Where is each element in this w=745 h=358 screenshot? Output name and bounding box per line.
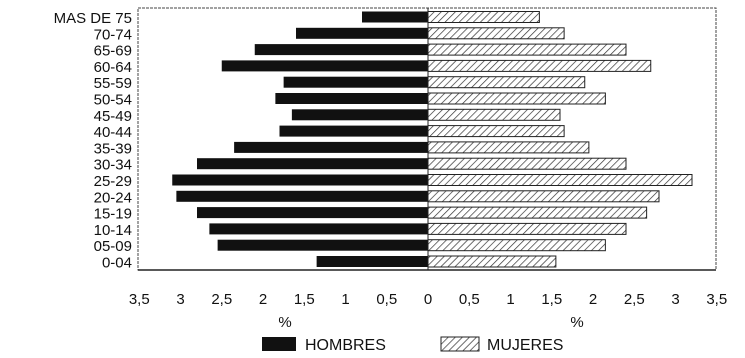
x-tick-label-right: 1,5	[541, 291, 562, 308]
legend: HOMBRES MUJERES	[262, 336, 563, 354]
hombres-bar-45-49	[291, 109, 428, 121]
mujeres-bar-mas-de-75	[427, 11, 540, 23]
x-tick-label-left: 1	[341, 291, 349, 308]
x-tick-label-left: 1,5	[294, 291, 315, 308]
category-label: 35-39	[94, 140, 132, 157]
legend-swatch-mujeres	[440, 336, 480, 352]
hombres-bar-50-54	[275, 93, 428, 104]
x-tick-label-left: 2	[259, 291, 267, 308]
category-label: 50-54	[94, 92, 132, 109]
hombres-bar-20-24	[176, 190, 428, 202]
mujeres-bar-05-09	[427, 239, 606, 252]
hombres-bars	[172, 11, 428, 267]
category-label: 15-19	[94, 206, 132, 223]
category-label: 10-14	[94, 222, 132, 239]
category-label: 45-49	[94, 108, 132, 125]
hombres-bar-40-44	[279, 125, 428, 137]
mujeres-bar-65-69	[427, 43, 627, 56]
mujeres-bar-40-44	[427, 125, 565, 138]
x-tick-label-left: 0	[424, 291, 432, 308]
x-tick-label-left: 3,5	[129, 291, 150, 308]
category-label: 05-09	[94, 238, 132, 255]
plot-frame	[137, 7, 717, 271]
x-axis-label-left: %	[278, 314, 291, 331]
hombres-bar-65-69	[254, 44, 428, 56]
category-label: 60-64	[94, 59, 132, 76]
mujeres-bar-55-59	[427, 76, 586, 89]
mujeres-bar-35-39	[427, 141, 590, 154]
x-tick-label-right: 3	[671, 291, 679, 308]
category-label: MAS DE 75	[54, 10, 132, 27]
x-tick-label-left: 0,5	[376, 291, 397, 308]
x-tick-label-right: 3,5	[706, 291, 727, 308]
mujeres-bar-70-74	[427, 27, 565, 40]
hombres-bar-30-34	[197, 158, 428, 170]
hombres-bar-70-74	[296, 27, 428, 39]
category-label: 40-44	[94, 124, 132, 141]
mujeres-bar-60-64	[427, 59, 652, 72]
mujeres-bars	[427, 11, 693, 268]
hombres-bar-mas-de-75	[362, 11, 428, 23]
mujeres-bar-20-24	[427, 190, 660, 203]
x-tick-label-left: 2,5	[211, 291, 232, 308]
hombres-bar-05-09	[217, 239, 428, 251]
x-tick-label-left: 3	[176, 291, 184, 308]
x-tick-labels: 3,5 3 2,5 2 1,5 1 0,5 0 0,5 1 1,5 2 2,5 3 3,5	[129, 291, 727, 308]
mujeres-bar-25-29	[427, 174, 693, 186]
x-tick-label-right: 0,5	[459, 291, 480, 308]
hombres-bar-55-59	[283, 76, 428, 88]
mujeres-bar-45-49	[427, 108, 561, 121]
category-label: 0-04	[102, 255, 132, 272]
hombres-bar-60-64	[221, 60, 428, 72]
category-label: 70-74	[94, 26, 132, 43]
category-label: 25-29	[94, 173, 132, 190]
x-tick-label-right: 1	[506, 291, 514, 308]
hombres-bar-0-04	[316, 256, 428, 267]
hombres-bar-15-19	[197, 207, 428, 219]
mujeres-bar-10-14	[427, 222, 627, 235]
category-label: 55-59	[94, 75, 132, 92]
category-label: 20-24	[94, 189, 132, 206]
mujeres-bar-15-19	[427, 206, 648, 219]
hombres-bar-10-14	[209, 223, 428, 235]
x-axis-label-right: %	[570, 314, 583, 331]
mujeres-bar-0-04	[427, 255, 557, 268]
x-tick-label-right: 2,5	[624, 291, 645, 308]
hombres-bar-25-29	[172, 174, 428, 186]
legend-label-mujeres: MUJERES	[487, 337, 563, 354]
category-label: 30-34	[94, 157, 132, 174]
category-labels: MAS DE 7570-7465-6960-6455-5950-5445-494…	[54, 10, 132, 272]
legend-swatch-hombres	[262, 337, 296, 351]
mujeres-bar-30-34	[427, 157, 627, 170]
mujeres-bar-50-54	[427, 92, 606, 105]
category-label: 65-69	[94, 43, 132, 60]
hombres-bar-35-39	[234, 141, 428, 153]
legend-label-hombres: HOMBRES	[305, 337, 386, 354]
x-tick-label-right: 2	[589, 291, 597, 308]
